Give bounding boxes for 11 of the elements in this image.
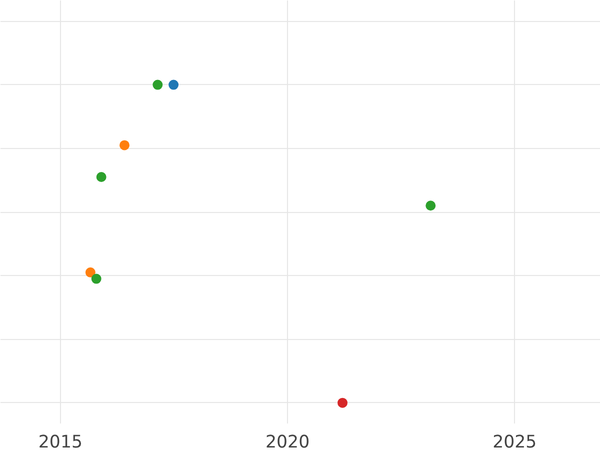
point xyxy=(119,140,130,150)
x-tick-label: 2015 xyxy=(38,432,83,450)
point xyxy=(85,267,96,278)
point xyxy=(338,398,348,408)
point xyxy=(168,80,179,90)
point xyxy=(96,172,106,182)
x-tick-label: 2020 xyxy=(266,432,310,450)
point xyxy=(152,80,163,90)
x-tick-label: 2025 xyxy=(492,432,537,450)
point xyxy=(91,274,102,284)
point xyxy=(426,200,436,211)
